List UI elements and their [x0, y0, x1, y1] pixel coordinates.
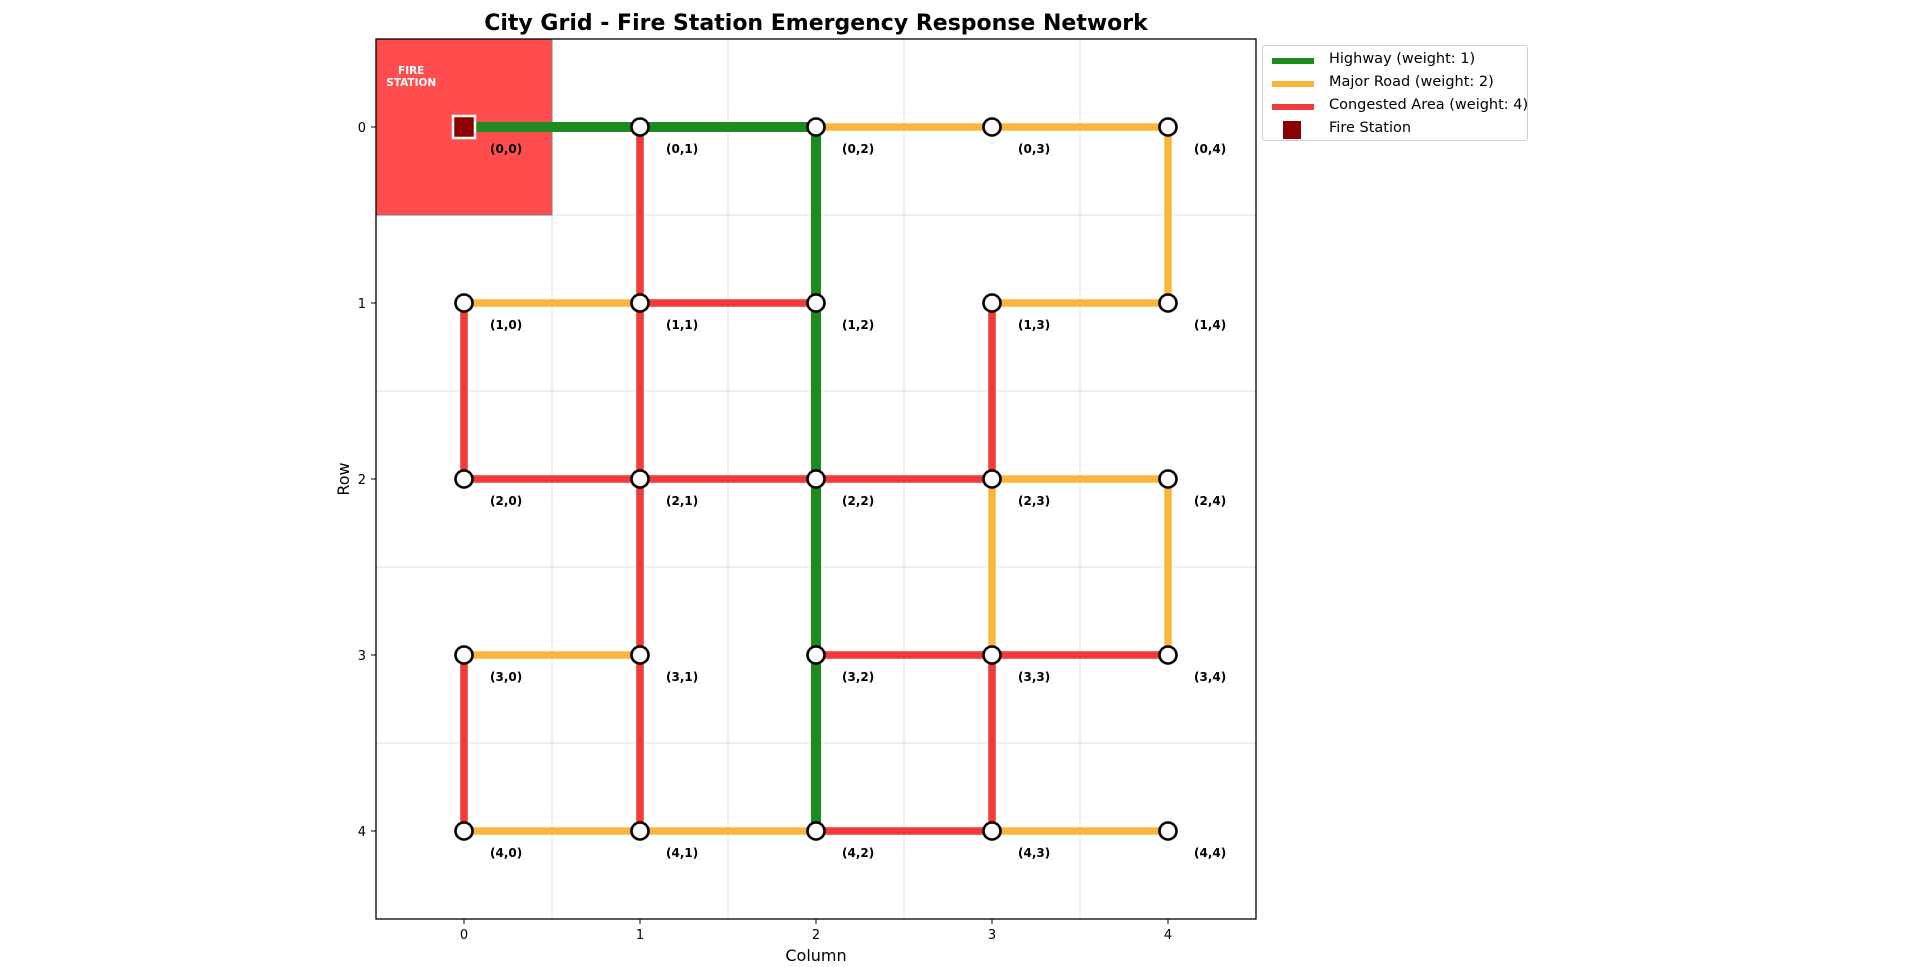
fire-station-zone-label-line1: FIRE — [398, 65, 424, 77]
intersection-node — [454, 293, 474, 313]
y-tick-label: 4 — [358, 825, 366, 840]
node-label: (2,2) — [842, 494, 874, 508]
node-label: (3,1) — [666, 670, 698, 684]
x-tick-label: 1 — [636, 928, 644, 943]
intersection-nodes — [451, 114, 1178, 841]
legend: Highway (weight: 1) Major Road (weight: … — [1262, 45, 1528, 141]
intersection-node — [630, 645, 650, 665]
x-tick-label: 3 — [988, 928, 996, 943]
node-label: (0,2) — [842, 142, 874, 156]
node-label: (4,4) — [1194, 846, 1226, 860]
node-label: (2,0) — [490, 494, 522, 508]
legend-swatch-congested — [1272, 104, 1314, 110]
node-label: (0,4) — [1194, 142, 1226, 156]
y-tick-label: 2 — [358, 473, 366, 488]
y-tick-label: 3 — [358, 649, 366, 664]
y-axis-label: Row — [334, 462, 353, 495]
intersection-node — [454, 645, 474, 665]
node-label: (4,2) — [842, 846, 874, 860]
chart-title: City Grid - Fire Station Emergency Respo… — [484, 11, 1149, 36]
node-label: (4,3) — [1018, 846, 1050, 860]
y-tick-label: 0 — [358, 121, 366, 136]
intersection-node — [806, 117, 826, 137]
intersection-node — [1158, 645, 1178, 665]
intersection-node — [454, 821, 474, 841]
axis-ticks: 0 1 2 3 4 0 1 2 3 4 — [358, 121, 1172, 943]
legend-swatch-major-road — [1272, 81, 1314, 87]
node-label: (1,1) — [666, 318, 698, 332]
intersection-node — [982, 117, 1002, 137]
intersection-node — [630, 821, 650, 841]
node-labels: (0,0) (0,1) (0,2) (0,3) (0,4) (1,0) (1,1) (1,2)… — [490, 142, 1226, 860]
intersection-node — [806, 469, 826, 489]
x-tick-label: 0 — [460, 928, 468, 943]
intersection-node — [630, 293, 650, 313]
fire-station-zone-label-line2: STATION — [386, 77, 436, 89]
intersection-node — [1158, 117, 1178, 137]
intersection-node — [1158, 821, 1178, 841]
node-label: (0,1) — [666, 142, 698, 156]
node-label: (3,3) — [1018, 670, 1050, 684]
node-label: (2,1) — [666, 494, 698, 508]
node-label: (1,2) — [842, 318, 874, 332]
road-edges — [460, 122, 1172, 835]
legend-item-major-road: Major Road (weight: 2) — [1263, 73, 1527, 95]
node-label: (4,0) — [490, 846, 522, 860]
intersection-node — [982, 469, 1002, 489]
legend-label-highway: Highway (weight: 1) — [1329, 51, 1476, 67]
node-label: (4,1) — [666, 846, 698, 860]
legend-label-congested: Congested Area (weight: 4) — [1329, 97, 1529, 113]
x-axis-label: Column — [785, 946, 846, 965]
intersection-node — [1158, 293, 1178, 313]
fire-station-marker — [451, 114, 477, 140]
node-label: (2,4) — [1194, 494, 1226, 508]
intersection-node — [982, 293, 1002, 313]
legend-item-congested: Congested Area (weight: 4) — [1263, 96, 1529, 118]
legend-swatch-fire-station — [1283, 121, 1301, 139]
legend-label-fire-station: Fire Station — [1329, 120, 1412, 136]
node-label: (3,4) — [1194, 670, 1226, 684]
legend-item-fire-station: Fire Station — [1263, 119, 1527, 141]
legend-swatch-highway — [1272, 58, 1314, 64]
legend-item-highway: Highway (weight: 1) — [1263, 50, 1527, 72]
node-label: (1,3) — [1018, 318, 1050, 332]
intersection-node — [806, 645, 826, 665]
x-tick-label: 2 — [812, 928, 820, 943]
intersection-node — [982, 645, 1002, 665]
intersection-node — [806, 821, 826, 841]
node-label: (1,4) — [1194, 318, 1226, 332]
node-label: (0,3) — [1018, 142, 1050, 156]
intersection-node — [630, 117, 650, 137]
y-tick-label: 1 — [358, 297, 366, 312]
node-label: (2,3) — [1018, 494, 1050, 508]
node-label: (3,0) — [490, 670, 522, 684]
legend-label-major-road: Major Road (weight: 2) — [1329, 74, 1494, 90]
x-tick-label: 4 — [1164, 928, 1172, 943]
node-label: (3,2) — [842, 670, 874, 684]
node-label: (1,0) — [490, 318, 522, 332]
intersection-node — [806, 293, 826, 313]
node-label: (0,0) — [490, 142, 522, 156]
intersection-node — [454, 469, 474, 489]
intersection-node — [630, 469, 650, 489]
intersection-node — [1158, 469, 1178, 489]
intersection-node — [982, 821, 1002, 841]
